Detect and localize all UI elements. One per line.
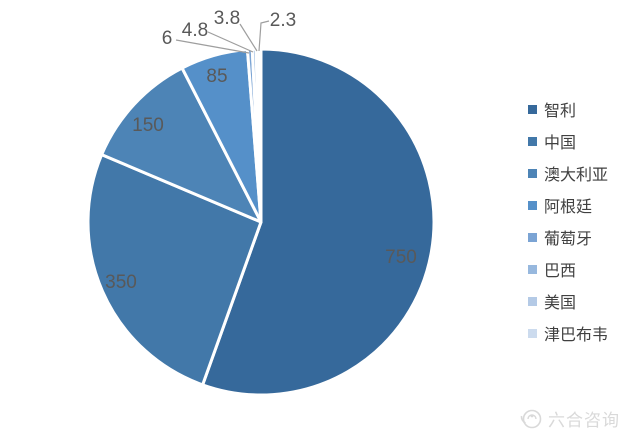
pie-slices xyxy=(86,47,436,397)
legend-item-zimbabwe: 津巴布韦 xyxy=(528,322,608,344)
watermark-text: 六合咨询 xyxy=(548,411,620,430)
legend-label: 巴西 xyxy=(544,263,577,280)
legend-swatch xyxy=(528,200,537,210)
leader-line-brazil xyxy=(207,31,254,53)
pie-slice-1 xyxy=(86,153,263,387)
leader-line-portugal xyxy=(175,39,250,54)
legend-swatch xyxy=(528,136,537,146)
legend-label: 智利 xyxy=(544,103,577,120)
legend-label: 阿根廷 xyxy=(544,199,593,216)
legend-swatch xyxy=(528,168,537,178)
pie-chart: 750 350 150 85 6 4.8 3.8 2.3 xyxy=(86,8,436,397)
data-label-portugal: 6 xyxy=(162,28,173,49)
legend: 智利 中国 澳大利亚 阿根廷 葡萄牙 巴西 美国 津巴布韦 xyxy=(528,98,608,354)
legend-label: 美国 xyxy=(544,295,577,312)
legend-label: 津巴布韦 xyxy=(544,327,609,344)
leader-line-zimbabwe xyxy=(258,20,270,52)
watermark: 六合咨询 xyxy=(519,406,620,431)
legend-swatch xyxy=(528,232,537,242)
legend-swatch xyxy=(528,104,537,114)
legend-item-australia: 澳大利亚 xyxy=(528,162,608,184)
liuhe-logo-icon xyxy=(520,409,542,428)
data-label-china: 350 xyxy=(105,272,137,293)
data-label-brazil: 4.8 xyxy=(182,20,208,41)
legend-item-brazil: 巴西 xyxy=(528,258,608,280)
pie-slice-2 xyxy=(100,66,263,224)
data-label-chile: 750 xyxy=(385,247,417,268)
legend-item-china: 中国 xyxy=(528,130,608,152)
legend-swatch xyxy=(528,296,537,306)
data-label-australia: 150 xyxy=(132,115,164,136)
data-label-zimbabwe: 2.3 xyxy=(270,10,296,31)
leader-line-usa xyxy=(239,23,258,52)
data-label-usa: 3.8 xyxy=(214,8,240,29)
legend-label: 澳大利亚 xyxy=(544,167,609,184)
legend-swatch xyxy=(528,264,537,274)
legend-item-chile: 智利 xyxy=(528,98,608,120)
pie-slice-7 xyxy=(257,47,263,224)
legend-swatch xyxy=(528,328,537,338)
legend-label: 中国 xyxy=(544,135,577,152)
legend-item-portugal: 葡萄牙 xyxy=(528,226,608,248)
data-label-argentina: 85 xyxy=(206,66,227,87)
data-labels: 750 350 150 85 6 4.8 3.8 2.3 xyxy=(105,8,417,293)
legend-item-argentina: 阿根廷 xyxy=(528,194,608,216)
legend-label: 葡萄牙 xyxy=(544,231,593,248)
leader-lines xyxy=(175,20,270,54)
pie-slice-0 xyxy=(201,47,436,397)
legend-item-usa: 美国 xyxy=(528,290,608,312)
